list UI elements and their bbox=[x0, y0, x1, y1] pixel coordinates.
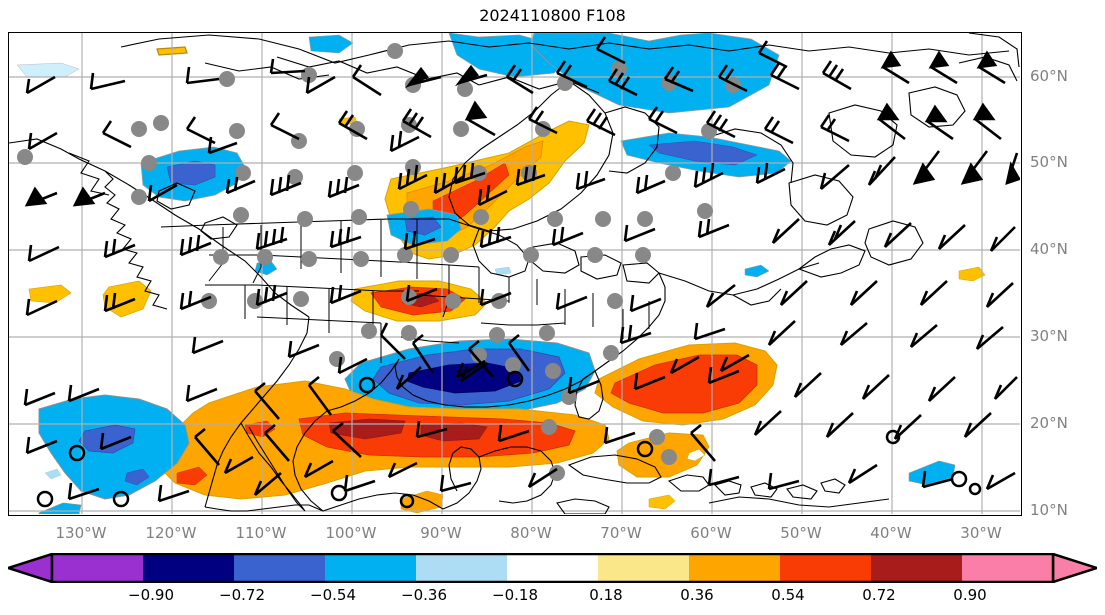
cbar-tick-0.18: 0.18 bbox=[589, 586, 623, 604]
lon-tick-100w: 100°W bbox=[325, 524, 377, 542]
lat-tick-10n: 10°N bbox=[1030, 501, 1068, 519]
cbar-tick-0.54: 0.54 bbox=[771, 586, 805, 604]
lon-tick-70w: 70°W bbox=[600, 524, 642, 542]
lon-tick-130w: 130°W bbox=[55, 524, 107, 542]
map-state-borders bbox=[205, 219, 650, 363]
lat-tick-50n: 50°N bbox=[1030, 153, 1068, 171]
lon-tick-50w: 50°W bbox=[780, 524, 822, 542]
colorbar-ticklabels: −0.90 −0.72 −0.54 −0.36 −0.18 0.18 0.36 … bbox=[8, 583, 1097, 609]
lat-tick-30n: 30°N bbox=[1030, 327, 1068, 345]
lon-tick-110w: 110°W bbox=[235, 524, 287, 542]
lat-tick-20n: 20°N bbox=[1030, 414, 1068, 432]
lon-tick-120w: 120°W bbox=[145, 524, 197, 542]
lon-tick-80w: 80°W bbox=[510, 524, 552, 542]
colorbar[interactable] bbox=[3, 552, 1102, 589]
wind-barbs bbox=[23, 36, 1020, 503]
cbar-tick--0.72: −0.72 bbox=[219, 586, 265, 604]
cbar-tick--0.36: −0.36 bbox=[401, 586, 447, 604]
cbar-tick--0.18: −0.18 bbox=[492, 586, 538, 604]
lat-tick-60n: 60°N bbox=[1030, 67, 1068, 85]
cbar-tick-0.90: 0.90 bbox=[953, 586, 987, 604]
map-plot-area[interactable] bbox=[8, 32, 1022, 516]
cbar-tick-0.36: 0.36 bbox=[680, 586, 714, 604]
lon-tick-30w: 30°W bbox=[960, 524, 1002, 542]
colorbar-svg bbox=[3, 552, 1102, 589]
lon-tick-90w: 90°W bbox=[420, 524, 462, 542]
lon-tick-60w: 60°W bbox=[690, 524, 732, 542]
cbar-tick--0.54: −0.54 bbox=[310, 586, 356, 604]
map-canvas bbox=[9, 33, 1020, 514]
lon-tick-40w: 40°W bbox=[870, 524, 912, 542]
open-station-markers bbox=[36, 370, 982, 509]
chart-title: 2024110800 F108 bbox=[479, 6, 626, 25]
cbar-tick--0.90: −0.90 bbox=[128, 586, 174, 604]
cbar-tick-0.72: 0.72 bbox=[862, 586, 896, 604]
lat-tick-40n: 40°N bbox=[1030, 240, 1068, 258]
